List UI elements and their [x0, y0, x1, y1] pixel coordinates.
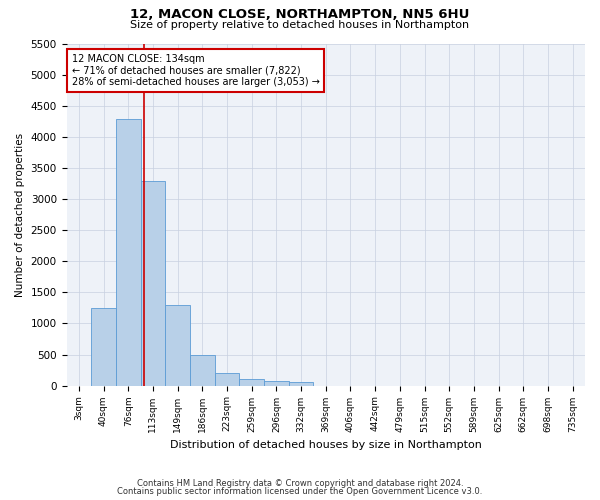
Bar	[264, 381, 289, 386]
Bar	[239, 380, 264, 386]
Text: Contains public sector information licensed under the Open Government Licence v3: Contains public sector information licen…	[118, 487, 482, 496]
Y-axis label: Number of detached properties: Number of detached properties	[15, 132, 25, 297]
Bar	[215, 373, 239, 386]
X-axis label: Distribution of detached houses by size in Northampton: Distribution of detached houses by size …	[170, 440, 482, 450]
Text: 12 MACON CLOSE: 134sqm
← 71% of detached houses are smaller (7,822)
28% of semi-: 12 MACON CLOSE: 134sqm ← 71% of detached…	[72, 54, 320, 88]
Bar	[289, 382, 313, 386]
Text: Size of property relative to detached houses in Northampton: Size of property relative to detached ho…	[130, 20, 470, 30]
Bar	[91, 308, 116, 386]
Bar	[140, 180, 165, 386]
Text: Contains HM Land Registry data © Crown copyright and database right 2024.: Contains HM Land Registry data © Crown c…	[137, 478, 463, 488]
Bar	[165, 305, 190, 386]
Text: 12, MACON CLOSE, NORTHAMPTON, NN5 6HU: 12, MACON CLOSE, NORTHAMPTON, NN5 6HU	[130, 8, 470, 20]
Bar	[116, 118, 140, 386]
Bar	[190, 354, 215, 386]
